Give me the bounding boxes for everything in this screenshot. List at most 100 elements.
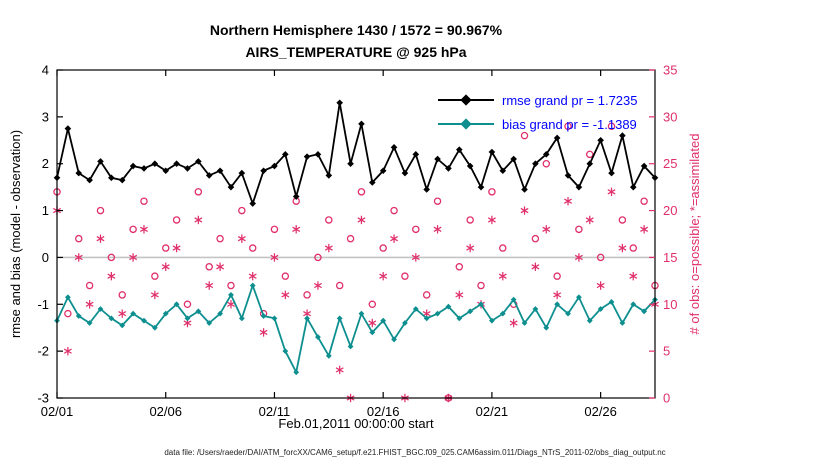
rmse-diamond-marker (575, 183, 583, 191)
rmse-diamond-marker (173, 160, 180, 168)
tick-label: 0 (663, 391, 670, 406)
bias-diamond-marker (358, 310, 365, 317)
possible-obs-marker (325, 216, 333, 224)
rmse-diamond-marker (629, 183, 637, 191)
rmse-diamond-marker (292, 193, 300, 200)
rmse-diamond-marker (314, 151, 322, 158)
bias-diamond-marker (445, 303, 452, 310)
bias-diamond-marker (228, 292, 234, 298)
possible-obs-marker (238, 206, 246, 215)
assimilated-obs-marker (520, 206, 529, 215)
assimilated-obs-marker (63, 346, 72, 356)
possible-obs-marker (335, 281, 344, 290)
possible-obs-marker (390, 206, 398, 215)
rmse-diamond-marker (542, 151, 550, 158)
obs-count-markers (53, 122, 659, 403)
assimilated-obs-marker (531, 262, 540, 271)
series-rmse (53, 99, 659, 207)
assimilated-obs-marker (313, 281, 322, 290)
rmse-diamond-marker (379, 167, 387, 175)
tick-label: 20 (663, 203, 677, 218)
rmse-diamond-marker (129, 162, 137, 170)
possible-obs-marker (520, 131, 529, 140)
possible-obs-marker (281, 272, 290, 280)
bias-diamond-marker (64, 294, 71, 301)
bias-diamond-marker (315, 334, 321, 340)
rmse-diamond-marker (75, 169, 83, 177)
bias-diamond-marker (271, 315, 278, 322)
bias-diamond-marker (456, 315, 463, 322)
rmse-diamond-marker (510, 155, 517, 163)
possible-obs-marker (161, 244, 170, 252)
bias-diamond-marker (554, 301, 561, 308)
bias-diamond-marker (641, 308, 648, 315)
legend: rmse grand pr = 1.7235 bias grand pr = -… (438, 88, 638, 136)
possible-obs-marker (172, 216, 181, 224)
possible-obs-marker (194, 188, 203, 196)
assimilated-obs-marker (324, 243, 333, 253)
tick-label: 3 (42, 109, 49, 124)
assimilated-obs-marker (172, 243, 181, 253)
tick-label: -1 (37, 297, 49, 312)
bias-diamond-marker (369, 329, 376, 336)
rmse-diamond-marker (151, 160, 159, 168)
y-axis-label-right: # of obs: o=possible; *=assimilated (687, 133, 702, 335)
rmse-diamond-marker (466, 162, 474, 170)
bias-diamond-marker (532, 306, 539, 312)
possible-obs-marker (488, 188, 496, 196)
possible-obs-marker (303, 291, 311, 299)
legend-rmse-label: rmse grand pr = 1.7235 (502, 92, 638, 108)
bias-diamond-marker (347, 343, 354, 350)
bias-diamond-marker (151, 324, 158, 331)
rmse-diamond-marker (140, 165, 148, 172)
y-axis-label-left: rmse and bias (model - observation) (8, 129, 23, 339)
rmse-diamond-marker (64, 125, 72, 132)
rmse-diamond-marker (521, 186, 528, 193)
assimilated-obs-marker (96, 234, 105, 243)
possible-obs-marker (74, 234, 83, 243)
axes-box (56, 69, 656, 399)
possible-obs-marker (107, 253, 116, 262)
possible-obs-marker (357, 188, 366, 196)
rmse-diamond-marker (162, 167, 170, 175)
tick-label: 02/16 (367, 404, 400, 419)
possible-obs-marker (368, 300, 377, 309)
rmse-diamond-marker (390, 144, 398, 151)
rmse-diamond-marker (477, 183, 485, 191)
possible-obs-marker (629, 244, 638, 252)
assimilated-obs-marker (564, 197, 572, 206)
possible-obs-marker (640, 197, 648, 205)
rmse-diamond-marker (597, 136, 604, 144)
assimilated-obs-marker (542, 225, 551, 234)
rmse-diamond-marker (249, 200, 257, 207)
rmse-diamond-marker (216, 167, 224, 175)
bias-diamond-marker (130, 310, 137, 317)
bias-diamond-marker (597, 306, 604, 312)
bias-diamond-marker (238, 315, 245, 322)
bias-diamond-marker (184, 315, 191, 322)
bias-diamond-marker (619, 320, 626, 326)
rmse-diamond-marker (195, 158, 202, 165)
rmse-diamond-marker (184, 165, 191, 172)
assimilated-obs-marker (466, 243, 475, 253)
rmse-diamond-marker (325, 172, 333, 179)
bias-diamond-marker (489, 317, 495, 324)
bias-diamond-marker (86, 320, 93, 326)
bias-diamond-marker (380, 317, 387, 324)
assimilated-obs-marker (248, 271, 257, 281)
tick-label: 25 (663, 156, 677, 171)
possible-obs-marker (466, 216, 474, 224)
possible-obs-marker (151, 272, 159, 280)
rmse-diamond-marker (358, 120, 365, 128)
x-axis-label: Feb.01,2011 00:00:00 start (278, 416, 434, 431)
possible-obs-marker (596, 253, 605, 262)
bias-diamond-marker (467, 308, 474, 315)
rmse-diamond-marker (271, 162, 278, 170)
bias-diamond-marker (510, 296, 517, 303)
rmse-diamond-marker (608, 169, 615, 177)
assimilated-obs-marker (629, 271, 638, 281)
possible-obs-marker (422, 291, 431, 299)
rmse-diamond-marker (564, 172, 572, 179)
tick-label: 2 (42, 156, 49, 171)
